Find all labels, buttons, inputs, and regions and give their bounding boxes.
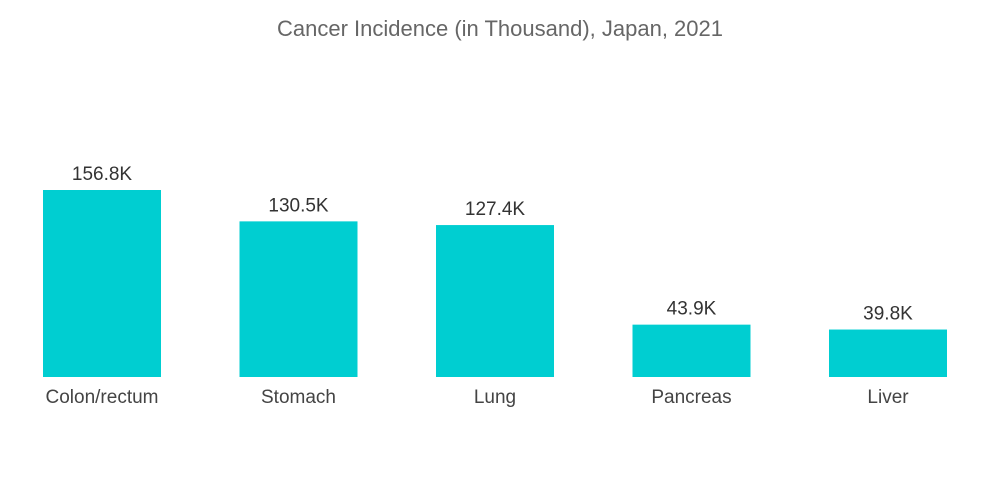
- data-label-pancreas: 43.9K: [667, 299, 717, 320]
- bars-group: [43, 190, 947, 377]
- x-tick-label-lung: Lung: [474, 387, 516, 408]
- data-labels-group: 156.8K 130.5K 127.4K 43.9K 39.8K: [72, 164, 913, 325]
- x-tick-label-colon-rectum: Colon/rectum: [46, 387, 159, 408]
- bar-pancreas: [632, 324, 751, 377]
- data-label-liver: 39.8K: [863, 304, 913, 325]
- x-tick-labels-group: Colon/rectum Stomach Lung Pancreas Liver: [46, 387, 910, 408]
- data-label-lung: 127.4K: [465, 199, 526, 220]
- x-tick-label-liver: Liver: [867, 387, 909, 408]
- x-tick-label-stomach: Stomach: [261, 387, 336, 408]
- x-tick-label-pancreas: Pancreas: [651, 387, 731, 408]
- chart-title: Cancer Incidence (in Thousand), Japan, 2…: [277, 16, 723, 41]
- bar-lung: [436, 225, 554, 377]
- data-label-stomach: 130.5K: [268, 195, 329, 216]
- bar-liver: [829, 329, 947, 377]
- bar-colon-rectum: [43, 190, 161, 377]
- bar-stomach: [239, 221, 358, 377]
- data-label-colon-rectum: 156.8K: [72, 164, 133, 185]
